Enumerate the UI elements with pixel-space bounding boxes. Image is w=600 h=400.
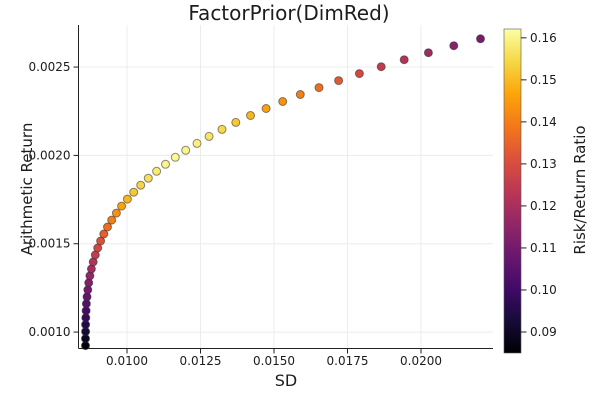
data-point (334, 76, 344, 86)
colorbar-tick-label: 0.14 (530, 115, 557, 129)
data-point (399, 55, 409, 65)
y-tick-label: 0.0015 (29, 237, 71, 251)
gridlines (78, 25, 493, 349)
x-tick-label: 0.0100 (106, 354, 148, 368)
y-axis-label: Arithmetic Return (18, 122, 36, 256)
x-axis-label: SD (274, 371, 298, 390)
data-point (152, 166, 162, 176)
y-tick-label: 0.0020 (29, 148, 71, 162)
colorbar-tick-label: 0.10 (530, 283, 557, 297)
data-point (278, 97, 288, 106)
data-point (117, 201, 127, 211)
y-tick-label: 0.0010 (29, 325, 71, 339)
data-point (246, 111, 255, 120)
data-point (354, 69, 364, 79)
chart-title: FactorPrior(DimRed) (188, 1, 390, 25)
data-point (204, 131, 214, 141)
x-axis-ticks: 0.0100 0.0125 0.0150 0.0175 0.0200 (106, 348, 442, 368)
x-tick-label: 0.0175 (327, 354, 369, 368)
data-point (122, 194, 132, 204)
data-point (423, 48, 433, 58)
y-axis-ticks: 0.0010 0.0015 0.0020 0.0025 (29, 60, 79, 339)
x-tick-label: 0.0125 (180, 354, 222, 368)
data-point (449, 41, 459, 51)
colorbar-gradient (503, 28, 522, 354)
axes-spines (78, 25, 493, 349)
data-point (99, 229, 109, 239)
colorbar-tick-label: 0.11 (530, 241, 557, 255)
x-tick-label: 0.0150 (253, 354, 295, 368)
data-points (81, 34, 485, 351)
colorbar-tick-label: 0.15 (530, 73, 557, 87)
x-tick-label: 0.0200 (400, 354, 442, 368)
data-point (261, 104, 271, 113)
data-point (143, 173, 153, 183)
data-point (295, 90, 305, 99)
colorbar-tick-label: 0.16 (530, 31, 557, 45)
y-tick-label: 0.0025 (29, 60, 71, 74)
colorbar: 0.09 0.10 0.11 0.12 0.13 0.14 0.15 0.16 (503, 28, 557, 354)
colorbar-tick-label: 0.13 (530, 157, 557, 171)
data-point (129, 187, 139, 197)
data-point (103, 222, 112, 232)
data-point (136, 180, 146, 190)
data-point (476, 34, 485, 44)
data-point (161, 159, 170, 169)
data-point (181, 145, 191, 155)
data-point (231, 117, 241, 127)
colorbar-tick-label: 0.12 (530, 199, 557, 213)
data-point (217, 124, 227, 134)
colorbar-tick-label: 0.09 (530, 325, 557, 339)
data-point (111, 208, 121, 218)
data-point (192, 138, 202, 148)
data-point (170, 152, 180, 162)
data-point (107, 215, 117, 225)
data-point (314, 83, 324, 93)
data-point (376, 62, 386, 72)
colorbar-label: Risk/Return Ratio (571, 125, 589, 255)
